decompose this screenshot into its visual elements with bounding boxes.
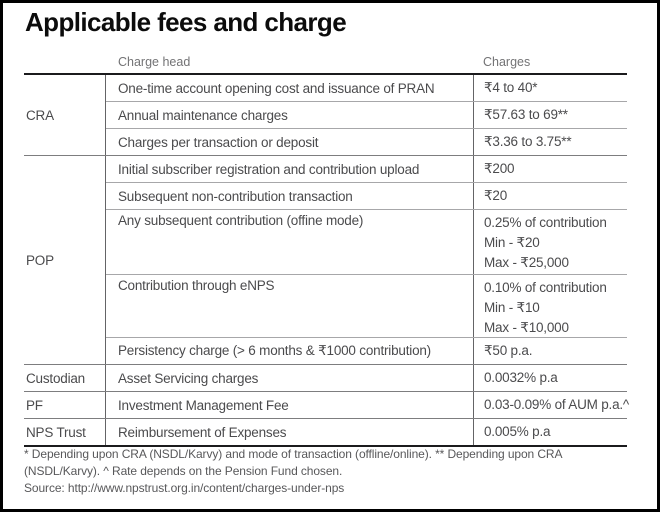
- charge-head-cell: One-time account opening cost and issuan…: [118, 80, 435, 96]
- section-nps-trust: NPS Trust Reimbursement of Expenses 0.00…: [24, 418, 627, 445]
- table-header-row: Charge head Charges: [24, 54, 627, 73]
- charge-head-cell: Persistency charge (> 6 months & ₹1000 c…: [118, 343, 431, 358]
- charge-value-cell: ₹20: [473, 183, 627, 209]
- source-text: Source: http://www.npstrust.org.in/conte…: [24, 481, 345, 495]
- table-row: Initial subscriber registration and cont…: [106, 156, 627, 182]
- charge-value-cell: 0.10% of contribution Min - ₹10 Max - ₹1…: [473, 275, 627, 337]
- section-pf: PF Investment Management Fee 0.03-0.09% …: [24, 391, 629, 418]
- table-row: Annual maintenance charges ₹57.63 to 69*…: [106, 101, 627, 128]
- table-row: Asset Servicing charges 0.0032% p.a: [106, 365, 627, 391]
- table-row: Persistency charge (> 6 months & ₹1000 c…: [106, 337, 627, 364]
- entity-label-pf: PF: [24, 392, 106, 418]
- charge-value-cell: ₹57.63 to 69**: [473, 102, 627, 128]
- charge-head-cell: Reimbursement of Expenses: [118, 424, 287, 440]
- charge-value-cell: ₹200: [473, 156, 627, 182]
- section-rows: One-time account opening cost and issuan…: [106, 75, 627, 155]
- column-header-charge-head: Charge head: [118, 55, 191, 69]
- charge-value-cell: ₹3.36 to 3.75**: [473, 129, 627, 155]
- entity-label-custodian: Custodian: [24, 365, 106, 391]
- table-row: Charges per transaction or deposit ₹3.36…: [106, 128, 627, 155]
- entity-label-cra: CRA: [24, 75, 106, 155]
- footnote-text: * Depending upon CRA (NSDL/Karvy) and mo…: [24, 447, 562, 478]
- section-rows: Initial subscriber registration and cont…: [106, 156, 627, 364]
- charge-head-cell: Annual maintenance charges: [118, 107, 288, 123]
- section-custodian: Custodian Asset Servicing charges 0.0032…: [24, 364, 627, 391]
- charge-value-cell: ₹4 to 40*: [473, 75, 627, 101]
- table-row: Investment Management Fee 0.03-0.09% of …: [106, 392, 629, 418]
- charge-head-cell: Initial subscriber registration and cont…: [118, 161, 420, 177]
- section-rows: Investment Management Fee 0.03-0.09% of …: [106, 392, 629, 418]
- table-row: Subsequent non-contribution transaction …: [106, 182, 627, 209]
- section-rows: Reimbursement of Expenses 0.005% p.a: [106, 419, 627, 445]
- charge-value-cell: 0.03-0.09% of AUM p.a.^: [473, 392, 629, 418]
- page-title: Applicable fees and charge: [25, 7, 347, 37]
- section-rows: Asset Servicing charges 0.0032% p.a: [106, 365, 627, 391]
- charge-head-cell: Contribution through eNPS: [118, 278, 275, 293]
- charge-head-cell: Subsequent non-contribution transaction: [118, 188, 353, 204]
- charge-head-cell: Any subsequent contribution (offine mode…: [118, 213, 364, 228]
- section-cra: CRA One-time account opening cost and is…: [24, 75, 627, 155]
- table-row: One-time account opening cost and issuan…: [106, 75, 627, 101]
- fees-table: Charge head Charges CRA One-time account…: [24, 54, 629, 447]
- charge-value-cell: 0.25% of contribution Min - ₹20 Max - ₹2…: [473, 210, 627, 274]
- table-row: Reimbursement of Expenses 0.005% p.a: [106, 419, 627, 445]
- column-header-charges: Charges: [483, 55, 531, 69]
- charge-value-cell: ₹50 p.a.: [473, 338, 627, 364]
- charge-value-cell: 0.005% p.a: [473, 419, 627, 445]
- entity-label-nps-trust: NPS Trust: [24, 419, 106, 445]
- footnotes: * Depending upon CRA (NSDL/Karvy) and mo…: [24, 446, 628, 497]
- section-pop: POP Initial subscriber registration and …: [24, 155, 627, 364]
- table-row: Any subsequent contribution (offine mode…: [106, 209, 627, 274]
- charge-head-cell: Asset Servicing charges: [118, 370, 259, 386]
- charge-head-cell: Investment Management Fee: [118, 397, 289, 413]
- charge-value-cell: 0.0032% p.a: [473, 365, 627, 391]
- table-row: Contribution through eNPS 0.10% of contr…: [106, 274, 627, 337]
- entity-label-pop: POP: [24, 156, 106, 364]
- table-body: CRA One-time account opening cost and is…: [24, 73, 629, 447]
- charge-head-cell: Charges per transaction or deposit: [118, 134, 319, 150]
